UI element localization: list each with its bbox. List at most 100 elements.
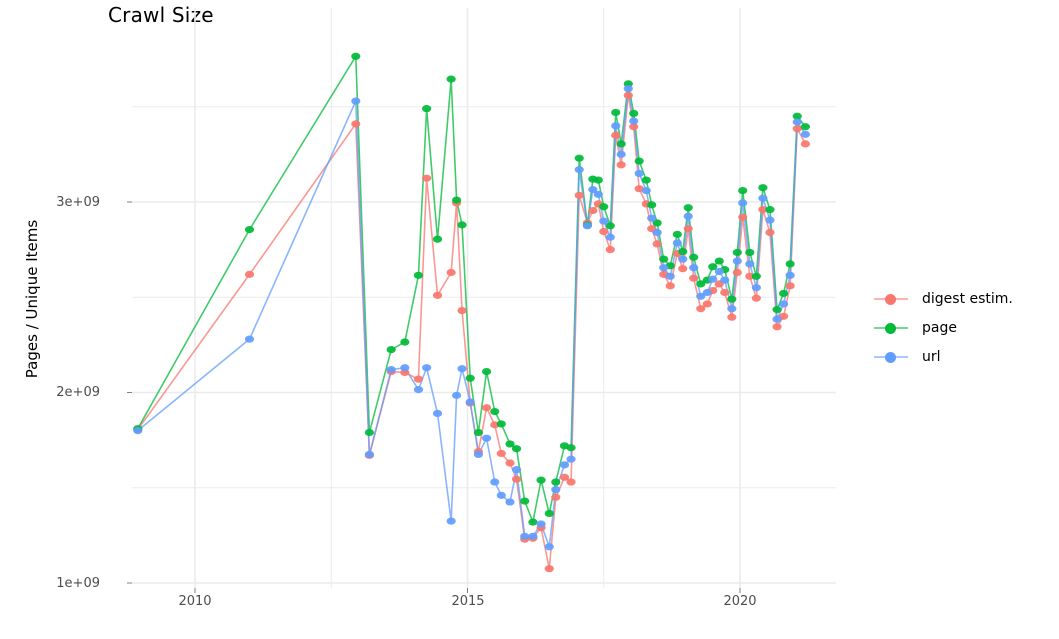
data-point-page	[528, 518, 538, 526]
data-point-page	[574, 154, 584, 162]
data-point-digest-estim	[605, 246, 615, 254]
data-point-digest-estim	[544, 565, 554, 573]
data-point-digest-estim	[683, 225, 693, 233]
data-point-url	[702, 288, 712, 297]
data-point-digest-estim	[588, 206, 598, 215]
data-point-digest-estim	[599, 227, 609, 236]
data-point-page	[672, 230, 682, 238]
legend-item-digest-estim[interactable]: digest estim.	[874, 288, 1013, 310]
data-point-url	[772, 315, 782, 323]
data-point-page	[432, 235, 443, 243]
data-point-url	[593, 190, 603, 198]
data-point-page	[605, 222, 615, 230]
data-point-url	[432, 409, 443, 418]
data-point-page	[611, 108, 621, 117]
data-point-digest-estim	[738, 213, 748, 221]
data-point-digest-estim	[446, 268, 456, 277]
data-point-url	[683, 212, 693, 220]
data-point-page	[779, 289, 789, 298]
data-point-page	[727, 295, 737, 303]
data-point-page	[496, 420, 506, 428]
data-point-page	[520, 497, 530, 505]
data-point-url	[520, 532, 530, 540]
data-point-url	[505, 498, 515, 506]
data-point-url	[652, 228, 662, 237]
data-point-url	[473, 450, 483, 459]
data-point-url	[582, 222, 593, 230]
data-point-url	[629, 117, 639, 125]
data-point-page	[599, 203, 609, 211]
data-point-page	[536, 476, 546, 484]
data-point-page	[758, 184, 768, 192]
legend-dot-url	[885, 352, 896, 363]
data-point-url	[511, 466, 522, 474]
data-point-digest-estim	[678, 265, 688, 273]
legend-item-page[interactable]: page	[874, 317, 957, 339]
data-point-page	[452, 196, 462, 204]
data-point-url	[647, 214, 657, 222]
data-point-url	[536, 520, 546, 528]
data-point-digest-estim	[800, 140, 811, 148]
data-point-page	[629, 109, 639, 118]
data-point-url	[765, 216, 775, 224]
x-tick-label-2015: 2015	[451, 594, 485, 609]
data-point-url	[566, 455, 576, 463]
data-point-url	[465, 398, 475, 406]
data-point-url	[400, 364, 410, 372]
series-lines	[136, 55, 807, 570]
legend-label-page: page	[922, 320, 957, 336]
data-point-page	[652, 219, 662, 227]
data-point-page	[751, 272, 761, 280]
data-point-digest-estim	[772, 323, 782, 331]
data-point-page	[505, 440, 515, 448]
data-point-page	[634, 157, 644, 165]
data-point-digest-estim	[616, 161, 626, 169]
data-point-url	[599, 217, 609, 225]
data-point-url	[659, 264, 669, 272]
legend-item-url[interactable]: url	[874, 346, 941, 368]
data-point-page	[683, 204, 693, 212]
data-point-url	[457, 365, 467, 373]
data-point-url	[574, 166, 584, 174]
data-point-digest-estim	[765, 228, 775, 237]
data-point-digest-estim	[481, 404, 492, 412]
data-point-url	[490, 478, 500, 486]
data-point-url	[720, 276, 730, 284]
data-point-url	[244, 335, 255, 343]
data-point-url	[422, 364, 432, 372]
data-point-page	[413, 271, 424, 279]
data-point-url	[689, 264, 699, 272]
data-point-digest-estim	[566, 478, 576, 486]
data-point-digest-estim	[413, 375, 424, 383]
data-point-url	[413, 386, 424, 394]
data-point-url	[738, 199, 748, 207]
data-point-digest-estim	[758, 206, 768, 214]
data-point-url	[758, 194, 768, 202]
series-line-url	[136, 87, 807, 548]
data-point-url	[708, 275, 718, 283]
data-point-url	[779, 300, 789, 308]
data-point-url	[496, 491, 506, 499]
data-point-page	[457, 221, 467, 229]
data-point-url	[528, 532, 538, 540]
data-point-page	[792, 112, 802, 120]
data-point-url	[623, 85, 633, 93]
y-tick-label-2e09: 2e+09	[56, 385, 100, 400]
data-point-page	[785, 260, 795, 268]
x-tick-label-2010: 2010	[178, 594, 212, 609]
data-point-url	[672, 239, 682, 247]
data-point-url	[551, 486, 561, 494]
data-point-url	[386, 366, 396, 374]
data-point-page	[490, 407, 500, 416]
data-point-digest-estim	[689, 274, 699, 282]
series-line-digest-estim	[136, 94, 807, 570]
data-point-url	[745, 260, 755, 268]
data-point-digest-estim	[751, 294, 761, 302]
data-point-url	[559, 461, 570, 469]
data-point-digest-estim	[623, 91, 633, 99]
data-point-page	[422, 105, 432, 113]
y-tick-label-3e09: 3e+09	[56, 195, 100, 210]
data-point-digest-estim	[702, 300, 712, 308]
